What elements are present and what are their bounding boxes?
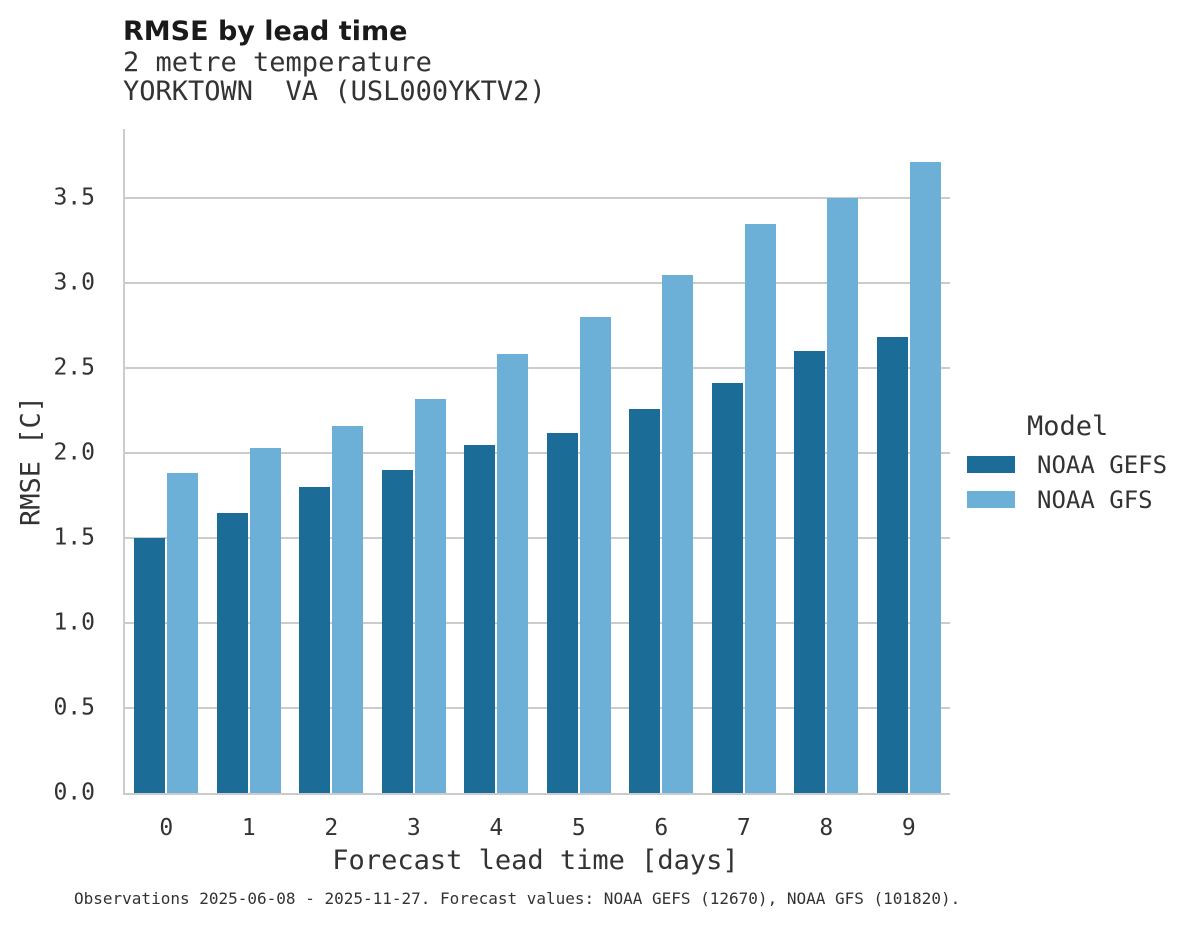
bar-noaa-gefs-day-0 <box>134 538 166 793</box>
x-tick-label-1: 1 <box>241 815 256 841</box>
gridline-3.5 <box>125 197 950 199</box>
x-tick-label-2: 2 <box>324 815 339 841</box>
y-tick-label-0.5: 0.5 <box>53 694 95 721</box>
gridline-3.0 <box>125 282 950 284</box>
legend-item-label: NOAA GFS <box>1037 485 1153 514</box>
bar-noaa-gfs-day-2 <box>332 425 364 793</box>
y-tick-label-0.0: 0.0 <box>53 779 95 806</box>
x-tick-label-8: 8 <box>819 815 834 841</box>
chart-title: RMSE by lead time <box>123 16 408 47</box>
bar-noaa-gefs-day-9 <box>876 337 908 793</box>
bar-group-day-4 <box>455 129 538 793</box>
bar-noaa-gefs-day-1 <box>216 512 248 793</box>
bar-noaa-gfs-day-9 <box>909 162 941 793</box>
bar-noaa-gfs-day-1 <box>249 447 281 793</box>
legend-item-label: NOAA GEFS <box>1037 450 1168 479</box>
bar-noaa-gfs-day-4 <box>497 354 529 793</box>
x-tick-label-6: 6 <box>654 815 669 841</box>
bar-group-day-7 <box>703 129 786 793</box>
legend-swatch-noaa-gfs <box>967 491 1015 508</box>
bar-noaa-gefs-day-5 <box>546 432 578 793</box>
x-tick-label-9: 9 <box>901 815 916 841</box>
y-tick-label-1.5: 1.5 <box>53 524 95 551</box>
legend-item-noaa-gfs: NOAA GFS <box>967 487 1167 512</box>
bar-group-day-1 <box>208 129 291 793</box>
x-tick-label-5: 5 <box>571 815 586 841</box>
gridline-2.5 <box>125 367 950 369</box>
bar-group-day-9 <box>868 129 951 793</box>
bar-noaa-gefs-day-4 <box>464 444 496 793</box>
bar-noaa-gefs-day-7 <box>711 383 743 793</box>
y-tick-label-2.5: 2.5 <box>53 354 95 381</box>
gridline-2.0 <box>125 452 950 454</box>
bar-group-day-2 <box>290 129 373 793</box>
plot-area: 0.0 0.5 1.0 1.5 2.0 2.5 3.0 3.5 0 1 2 3 4 5 6 7 8 9 <box>53 129 951 840</box>
chart-station-line: YORKTOWN VA (USL000YKTV2) <box>123 76 546 107</box>
gridline-1.0 <box>125 622 950 624</box>
gridline-1.5 <box>125 537 950 539</box>
y-tick-label-3.5: 3.5 <box>53 184 95 211</box>
x-tick-label-4: 4 <box>489 815 504 841</box>
bar-noaa-gfs-day-3 <box>414 398 446 793</box>
y-tick-label-2.0: 2.0 <box>53 439 95 466</box>
bar-group-day-5 <box>538 129 621 793</box>
y-tick-label-1.0: 1.0 <box>53 609 95 636</box>
x-tick-label-3: 3 <box>406 815 421 841</box>
y-tick-label-3.0: 3.0 <box>53 269 95 296</box>
y-axis-label: RMSE [C] <box>15 395 47 527</box>
bar-noaa-gefs-day-6 <box>629 408 661 793</box>
legend: Model NOAA GEFS NOAA GFS <box>967 412 1167 512</box>
bar-noaa-gefs-day-2 <box>299 487 331 793</box>
bar-noaa-gfs-day-8 <box>827 198 859 793</box>
bar-group-day-8 <box>785 129 868 793</box>
bar-group-day-0 <box>125 129 208 793</box>
legend-title: Model <box>1027 411 1109 442</box>
x-tick-label-0: 0 <box>159 815 174 841</box>
legend-swatch-noaa-gefs <box>967 456 1015 473</box>
x-axis-label: Forecast lead time [days] <box>332 845 739 876</box>
bar-group-day-6 <box>620 129 703 793</box>
bar-noaa-gefs-day-3 <box>381 470 413 793</box>
bar-noaa-gefs-day-8 <box>794 351 826 793</box>
x-tick-label-7: 7 <box>736 815 751 841</box>
footer-caption: Observations 2025-06-08 - 2025-11-27. Fo… <box>74 889 961 908</box>
bar-noaa-gfs-day-6 <box>662 274 694 793</box>
chart-subtitle: 2 metre temperature <box>123 47 432 78</box>
gridline-0.5 <box>125 707 950 709</box>
bar-group-day-3 <box>373 129 456 793</box>
chart-header: RMSE by lead time 2 metre temperature YO… <box>123 16 546 106</box>
figure: 0.0 0.5 1.0 1.5 2.0 2.5 3.0 3.5 0 1 2 3 4 5 6 7 8 9 Forec… <box>16 129 951 876</box>
bar-noaa-gfs-day-5 <box>579 317 611 793</box>
bar-noaa-gfs-day-7 <box>744 223 776 793</box>
legend-item-noaa-gefs: NOAA GEFS <box>967 452 1167 477</box>
bar-noaa-gfs-day-0 <box>167 473 199 793</box>
